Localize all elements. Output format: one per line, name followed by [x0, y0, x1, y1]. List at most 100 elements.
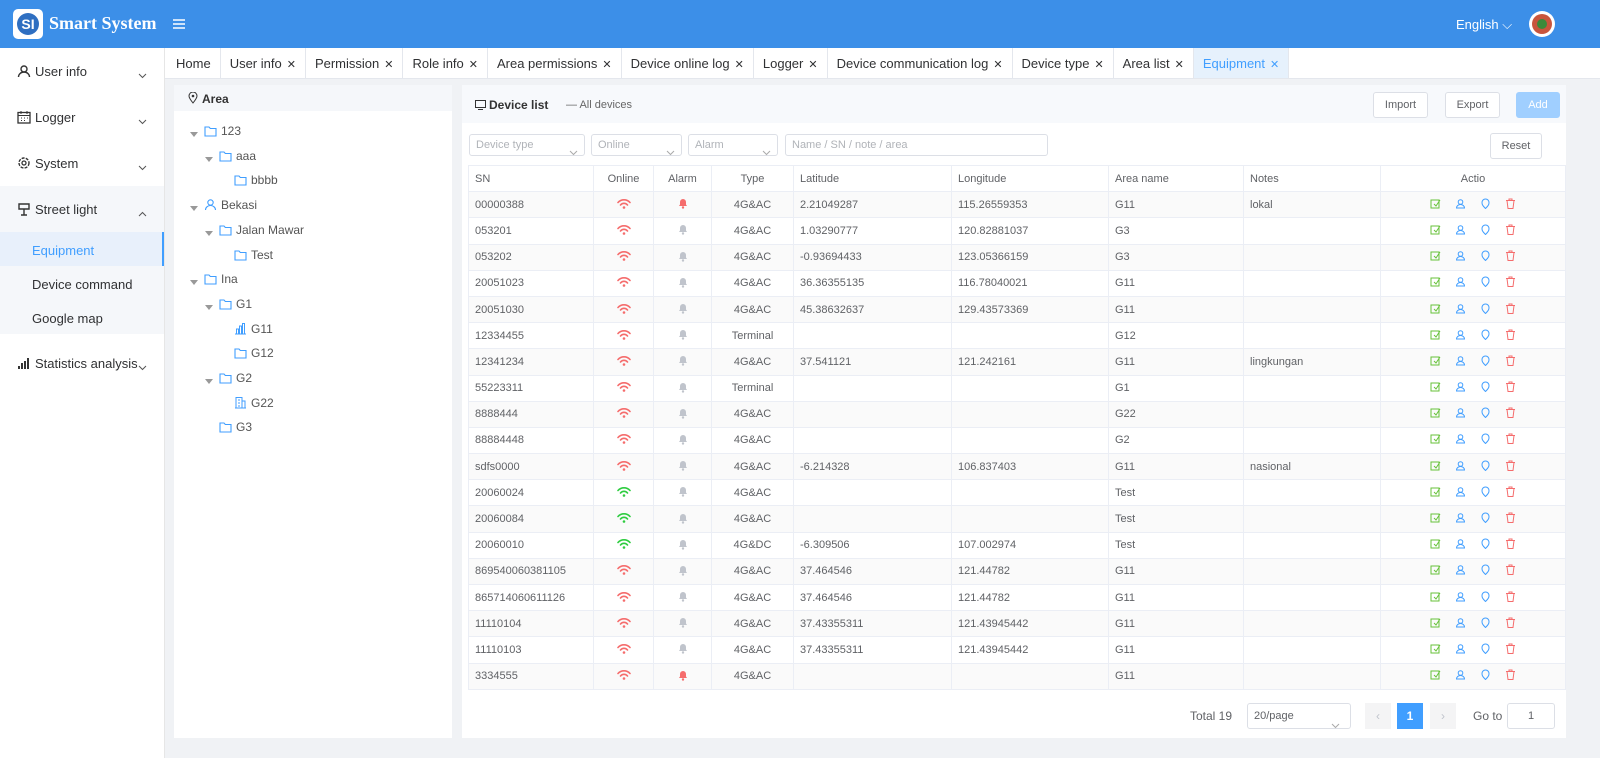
- locate-action[interactable]: [1480, 276, 1491, 290]
- delete-action[interactable]: [1505, 617, 1516, 631]
- assign-action[interactable]: [1455, 198, 1466, 212]
- edit-action[interactable]: [1430, 250, 1441, 264]
- tab-close[interactable]: ✕: [602, 59, 612, 71]
- assign-action[interactable]: [1455, 276, 1466, 290]
- assign-action[interactable]: [1455, 669, 1466, 683]
- assign-action[interactable]: [1455, 591, 1466, 605]
- edit-action[interactable]: [1430, 643, 1441, 657]
- locate-action[interactable]: [1480, 486, 1491, 500]
- tab[interactable]: Device communication log ✕: [828, 48, 1013, 78]
- assign-action[interactable]: [1455, 381, 1466, 395]
- tab[interactable]: Area permissions ✕: [488, 48, 622, 78]
- edit-action[interactable]: [1430, 381, 1441, 395]
- toolbar-button[interactable]: Add: [1516, 92, 1560, 118]
- locate-action[interactable]: [1480, 329, 1491, 343]
- submenu-item[interactable]: Device command: [0, 266, 164, 300]
- tree-node[interactable]: Ina: [174, 267, 452, 289]
- assign-action[interactable]: [1455, 460, 1466, 474]
- delete-action[interactable]: [1505, 198, 1516, 212]
- assign-action[interactable]: [1455, 224, 1466, 238]
- edit-action[interactable]: [1430, 538, 1441, 552]
- delete-action[interactable]: [1505, 329, 1516, 343]
- delete-action[interactable]: [1505, 433, 1516, 447]
- delete-action[interactable]: [1505, 303, 1516, 317]
- tree-node[interactable]: G3: [174, 415, 452, 437]
- tree-node[interactable]: G22: [174, 391, 452, 413]
- filter-select[interactable]: Alarm: [688, 134, 778, 156]
- search-input[interactable]: Name / SN / note / area: [785, 134, 1048, 156]
- prev-page[interactable]: ‹: [1365, 703, 1391, 729]
- delete-action[interactable]: [1505, 407, 1516, 421]
- delete-action[interactable]: [1505, 460, 1516, 474]
- delete-action[interactable]: [1505, 355, 1516, 369]
- edit-action[interactable]: [1430, 460, 1441, 474]
- tab-close[interactable]: ✕: [1174, 59, 1184, 71]
- locate-action[interactable]: [1480, 433, 1491, 447]
- tree-node[interactable]: G11: [174, 317, 452, 339]
- tab-close[interactable]: ✕: [1094, 59, 1104, 71]
- edit-action[interactable]: [1430, 276, 1441, 290]
- tab-close[interactable]: ✕: [1270, 59, 1280, 71]
- submenu-item[interactable]: Equipment: [0, 232, 164, 266]
- tree-node[interactable]: G2: [174, 366, 452, 388]
- assign-action[interactable]: [1455, 538, 1466, 552]
- tree-node[interactable]: 123: [174, 119, 452, 141]
- edit-action[interactable]: [1430, 407, 1441, 421]
- assign-action[interactable]: [1455, 643, 1466, 657]
- tab-close[interactable]: ✕: [286, 59, 296, 71]
- assign-action[interactable]: [1455, 433, 1466, 447]
- delete-action[interactable]: [1505, 538, 1516, 552]
- locate-action[interactable]: [1480, 250, 1491, 264]
- assign-action[interactable]: [1455, 250, 1466, 264]
- toolbar-button[interactable]: Export: [1445, 92, 1500, 118]
- locate-action[interactable]: [1480, 355, 1491, 369]
- delete-action[interactable]: [1505, 643, 1516, 657]
- locate-action[interactable]: [1480, 198, 1491, 212]
- delete-action[interactable]: [1505, 224, 1516, 238]
- tab-close[interactable]: ✕: [808, 59, 818, 71]
- tab[interactable]: Logger ✕: [754, 48, 828, 78]
- delete-action[interactable]: [1505, 669, 1516, 683]
- locate-action[interactable]: [1480, 617, 1491, 631]
- tree-node[interactable]: G1: [174, 292, 452, 314]
- locate-action[interactable]: [1480, 564, 1491, 578]
- tab-close[interactable]: ✕: [734, 59, 744, 71]
- assign-action[interactable]: [1455, 617, 1466, 631]
- locate-action[interactable]: [1480, 224, 1491, 238]
- reset-button[interactable]: Reset: [1490, 133, 1542, 159]
- filter-select[interactable]: Online: [591, 134, 682, 156]
- tab[interactable]: Home: [167, 48, 221, 78]
- menu-item[interactable]: Logger: [0, 94, 164, 140]
- tree-node[interactable]: bbbb: [174, 168, 452, 190]
- locate-action[interactable]: [1480, 407, 1491, 421]
- tab[interactable]: Role info ✕: [403, 48, 488, 78]
- assign-action[interactable]: [1455, 329, 1466, 343]
- locate-action[interactable]: [1480, 538, 1491, 552]
- language-select[interactable]: English ⌵: [1456, 17, 1513, 32]
- tab[interactable]: Permission ✕: [306, 48, 404, 78]
- menu-toggle[interactable]: [172, 17, 186, 31]
- locate-action[interactable]: [1480, 591, 1491, 605]
- tab-close[interactable]: ✕: [993, 59, 1003, 71]
- avatar[interactable]: [1528, 10, 1556, 38]
- edit-action[interactable]: [1430, 198, 1441, 212]
- tab-close[interactable]: ✕: [468, 59, 478, 71]
- locate-action[interactable]: [1480, 643, 1491, 657]
- edit-action[interactable]: [1430, 433, 1441, 447]
- edit-action[interactable]: [1430, 591, 1441, 605]
- assign-action[interactable]: [1455, 303, 1466, 317]
- delete-action[interactable]: [1505, 591, 1516, 605]
- tab[interactable]: Device type ✕: [1013, 48, 1114, 78]
- edit-action[interactable]: [1430, 224, 1441, 238]
- locate-action[interactable]: [1480, 512, 1491, 526]
- tab[interactable]: Area list ✕: [1114, 48, 1194, 78]
- delete-action[interactable]: [1505, 486, 1516, 500]
- edit-action[interactable]: [1430, 329, 1441, 343]
- tab-close[interactable]: ✕: [384, 59, 394, 71]
- delete-action[interactable]: [1505, 381, 1516, 395]
- locate-action[interactable]: [1480, 381, 1491, 395]
- edit-action[interactable]: [1430, 486, 1441, 500]
- submenu-item[interactable]: Google map: [0, 300, 164, 334]
- assign-action[interactable]: [1455, 486, 1466, 500]
- page-size-select[interactable]: 20/page: [1247, 703, 1351, 729]
